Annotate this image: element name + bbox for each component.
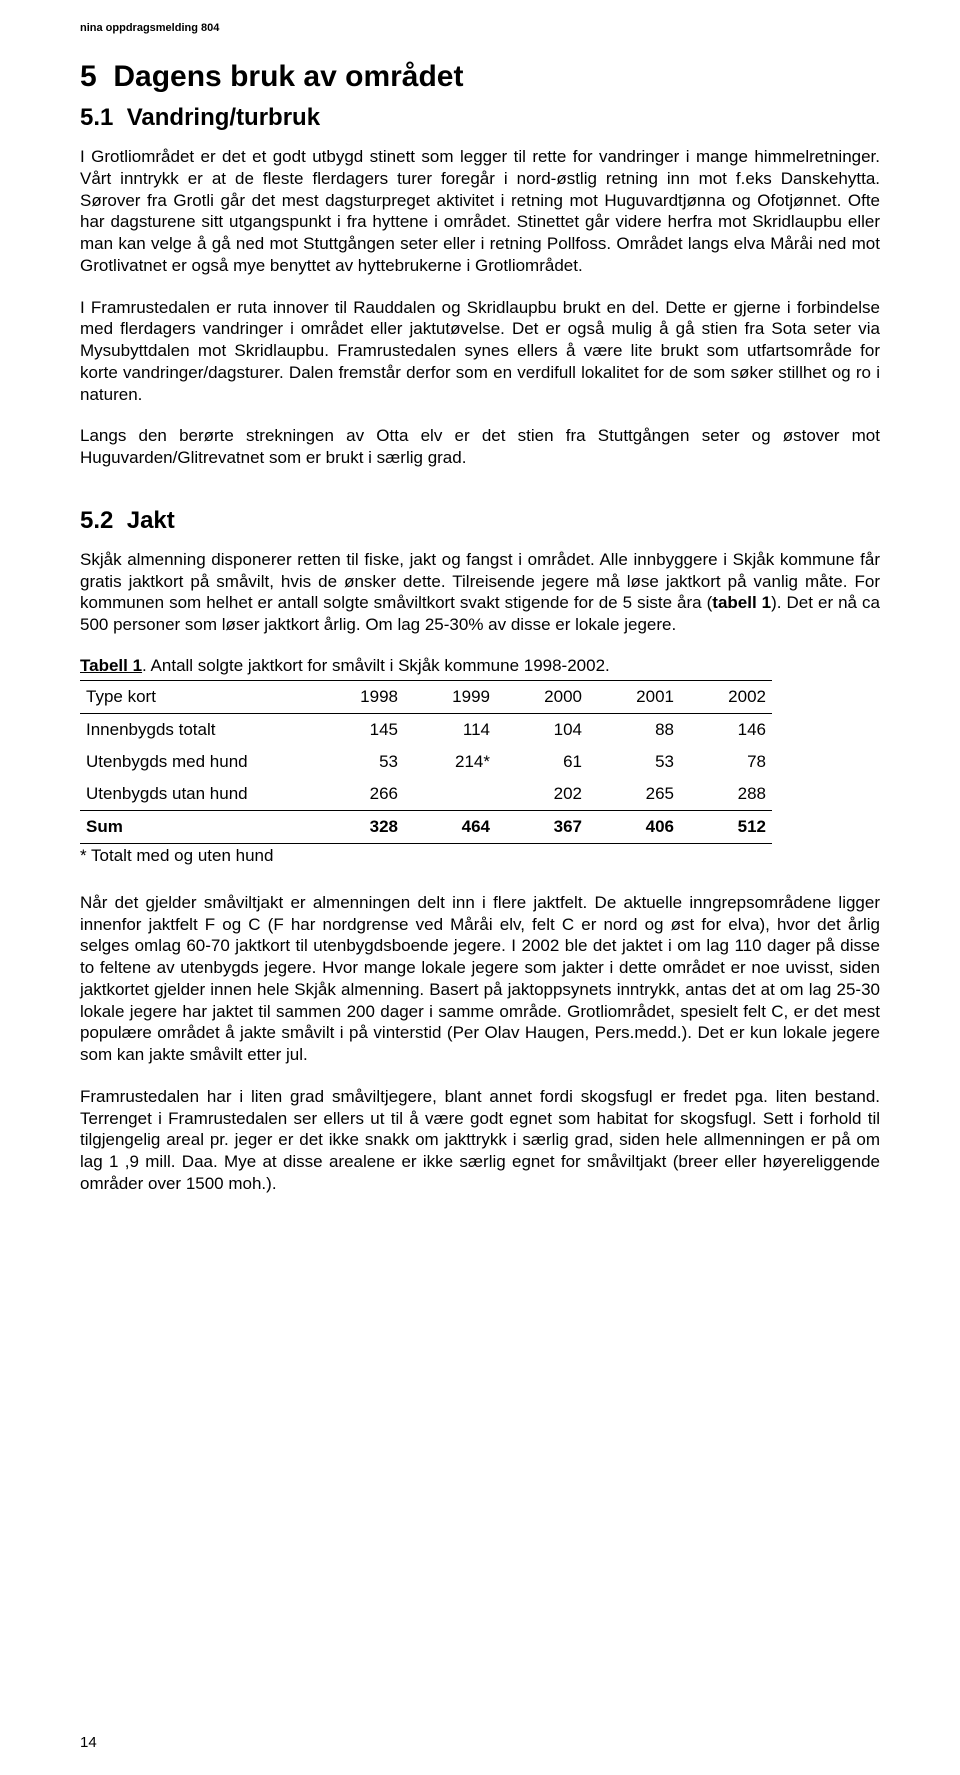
paragraph: Skjåk almenning disponerer retten til fi… bbox=[80, 549, 880, 636]
table-ref-bold: tabell 1 bbox=[712, 593, 771, 612]
section-title-text: Dagens bruk av området bbox=[113, 60, 463, 93]
subsection-5-2-title: 5.2 Jakt bbox=[80, 507, 880, 535]
page: nina oppdragsmelding 804 5 Dagens bruk a… bbox=[0, 0, 960, 1775]
subsection-number: 5.2 bbox=[80, 507, 113, 534]
table-cell: 214* bbox=[404, 746, 496, 778]
paragraph: Når det gjelder småviltjakt er almenning… bbox=[80, 892, 880, 1066]
table-cell: 328 bbox=[312, 810, 404, 843]
table-sum-row: Sum 328 464 367 406 512 bbox=[80, 810, 772, 843]
subsection-title-text: Jakt bbox=[127, 507, 175, 534]
table-footnote: * Totalt med og uten hund bbox=[80, 846, 880, 866]
table-header-cell: 2001 bbox=[588, 680, 680, 713]
subsection-5-1-title: 5.1 Vandring/turbruk bbox=[80, 104, 880, 132]
table-cell: 266 bbox=[312, 778, 404, 811]
table-row: Innenbygds totalt 145 114 104 88 146 bbox=[80, 713, 772, 746]
section-number: 5 bbox=[80, 60, 97, 93]
table-cell bbox=[404, 778, 496, 811]
table-cell: Utenbygds utan hund bbox=[80, 778, 312, 811]
table-header-cell: 2002 bbox=[680, 680, 772, 713]
section-5-title: 5 Dagens bruk av området bbox=[80, 60, 880, 94]
table-cell: 146 bbox=[680, 713, 772, 746]
table-header-cell: 1999 bbox=[404, 680, 496, 713]
table-row: Utenbygds utan hund 266 202 265 288 bbox=[80, 778, 772, 811]
table-header-cell: 2000 bbox=[496, 680, 588, 713]
page-number: 14 bbox=[80, 1734, 97, 1751]
table-cell: 202 bbox=[496, 778, 588, 811]
table-cell: 265 bbox=[588, 778, 680, 811]
subsection-number: 5.1 bbox=[80, 104, 113, 131]
table-cell: 104 bbox=[496, 713, 588, 746]
paragraph: I Grotliområdet er det et godt utbygd st… bbox=[80, 146, 880, 277]
table-cell: 288 bbox=[680, 778, 772, 811]
table-cell: 61 bbox=[496, 746, 588, 778]
table-cell: 406 bbox=[588, 810, 680, 843]
table-caption-rest: . Antall solgte jaktkort for småvilt i S… bbox=[142, 656, 610, 675]
table-header-cell: Type kort bbox=[80, 680, 312, 713]
table-cell: 512 bbox=[680, 810, 772, 843]
table-row: Utenbygds med hund 53 214* 61 53 78 bbox=[80, 746, 772, 778]
subsection-title-text: Vandring/turbruk bbox=[127, 104, 320, 131]
table-cell: Innenbygds totalt bbox=[80, 713, 312, 746]
table-cell: 464 bbox=[404, 810, 496, 843]
table-cell: 78 bbox=[680, 746, 772, 778]
table-caption-label: Tabell 1 bbox=[80, 656, 142, 675]
paragraph: Langs den berørte strekningen av Otta el… bbox=[80, 425, 880, 469]
running-head: nina oppdragsmelding 804 bbox=[80, 22, 880, 34]
table-cell: 88 bbox=[588, 713, 680, 746]
table-cell: Utenbygds med hund bbox=[80, 746, 312, 778]
table-header-row: Type kort 1998 1999 2000 2001 2002 bbox=[80, 680, 772, 713]
table-cell: 53 bbox=[312, 746, 404, 778]
paragraph: Framrustedalen har i liten grad småviltj… bbox=[80, 1086, 880, 1195]
table-cell: 145 bbox=[312, 713, 404, 746]
table-cell: Sum bbox=[80, 810, 312, 843]
paragraph: I Framrustedalen er ruta innover til Rau… bbox=[80, 297, 880, 406]
table-jaktkort: Type kort 1998 1999 2000 2001 2002 Innen… bbox=[80, 680, 772, 844]
table-caption: Tabell 1. Antall solgte jaktkort for små… bbox=[80, 656, 880, 676]
table-cell: 114 bbox=[404, 713, 496, 746]
table-header-cell: 1998 bbox=[312, 680, 404, 713]
table-cell: 367 bbox=[496, 810, 588, 843]
table-cell: 53 bbox=[588, 746, 680, 778]
